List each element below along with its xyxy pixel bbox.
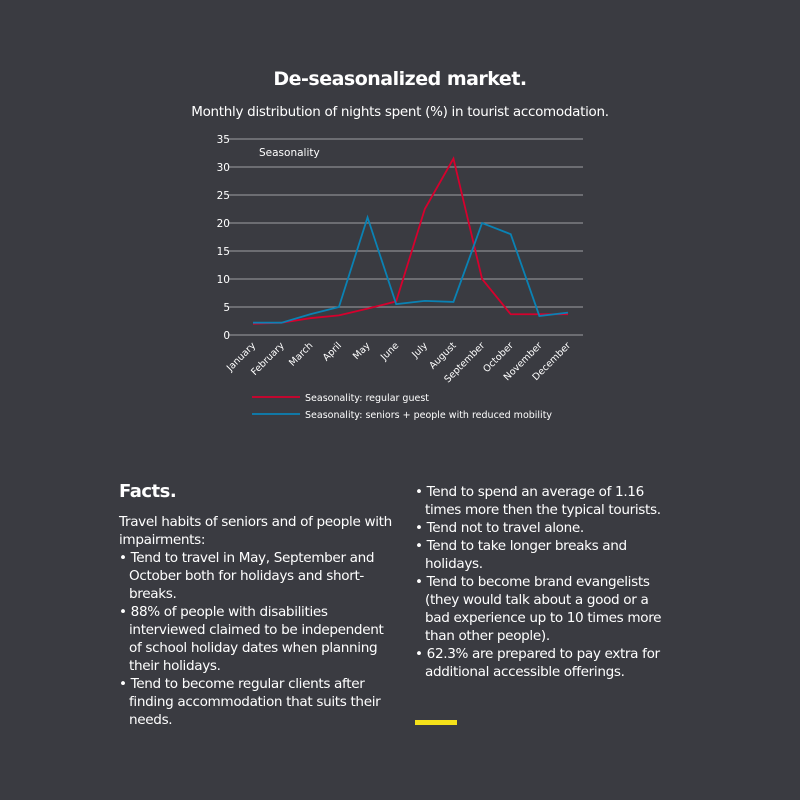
fact-item: Tend not to travel alone.	[415, 519, 675, 537]
fact-item: Tend to travel in May, September and Oct…	[119, 549, 399, 603]
legend-label: Seasonality: seniors + people with reduc…	[305, 410, 552, 421]
fact-item: Tend to spend an average of 1.16 times m…	[415, 483, 675, 519]
facts-left-column: Facts. Travel habits of seniors and of p…	[119, 481, 399, 729]
y-tick-label: 10	[217, 274, 230, 286]
y-tick-label: 5	[223, 302, 230, 314]
page-title: De-seasonalized market.	[273, 68, 527, 90]
accent-bar	[415, 720, 457, 725]
chart-subtitle: Monthly distribution of nights spent (%)…	[191, 104, 609, 120]
x-tick-label: April	[321, 340, 344, 363]
y-tick-label: 20	[217, 218, 230, 230]
x-tick-label: March	[287, 340, 315, 368]
y-tick-label: 30	[217, 162, 230, 174]
chart-title: Seasonality	[259, 147, 320, 159]
fact-item: Tend to become brand evangelists (they w…	[415, 573, 675, 645]
series-line-1	[252, 156, 568, 325]
y-tick-label: 35	[217, 134, 230, 146]
facts-heading: Facts.	[119, 481, 177, 502]
legend-label: Seasonality: regular guest	[305, 393, 429, 404]
y-tick-label: 0	[223, 330, 230, 342]
facts-right-column: Tend to spend an average of 1.16 times m…	[415, 483, 675, 681]
y-tick-label: 15	[217, 246, 230, 258]
x-tick-label: June	[378, 340, 401, 363]
fact-item: Tend to become regular clients after fin…	[119, 675, 399, 729]
fact-item: Tend to take longer breaks and holidays.	[415, 537, 675, 573]
y-tick-label: 25	[217, 190, 230, 202]
fact-item: 62.3% are prepared to pay extra for addi…	[415, 645, 675, 681]
x-tick-label: May	[351, 340, 373, 362]
fact-item: 88% of people with disabilities intervie…	[119, 603, 399, 675]
x-tick-label: July	[409, 340, 430, 361]
series-line-2	[253, 214, 569, 324]
facts-intro: Travel habits of seniors and of people w…	[119, 514, 392, 548]
